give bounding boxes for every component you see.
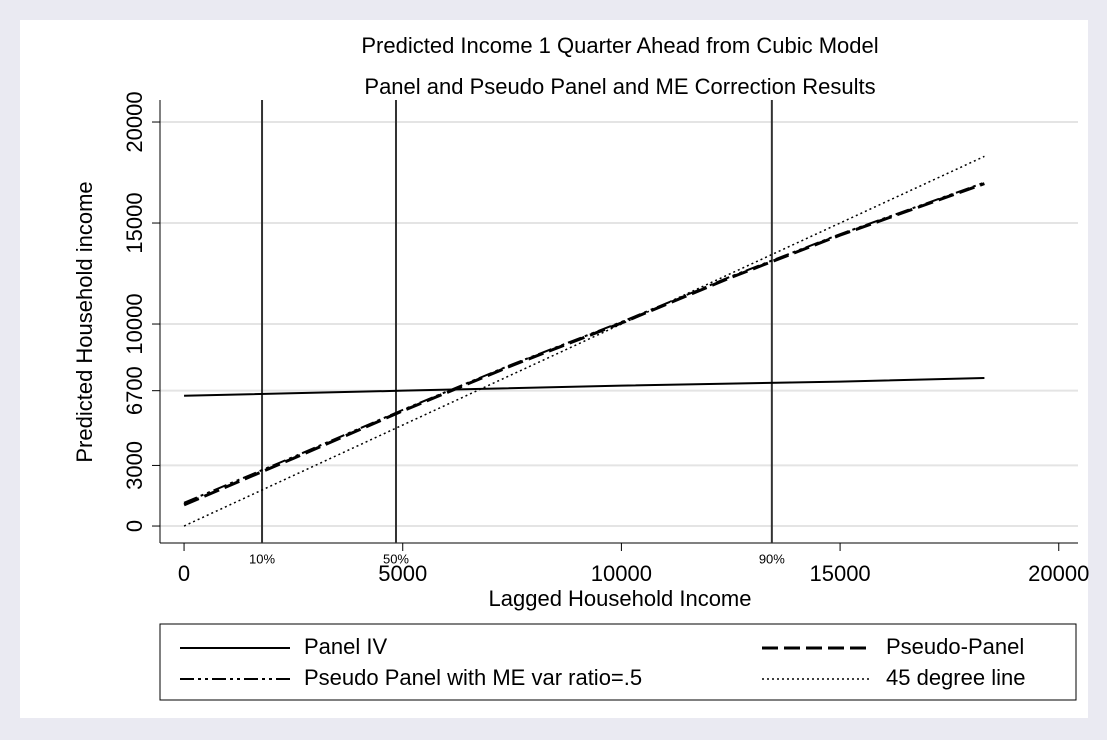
- legend-label: Pseudo Panel with ME var ratio=.5: [304, 665, 642, 690]
- x-tick-label: 15000: [809, 561, 870, 586]
- y-tick-label: 15000: [122, 192, 147, 253]
- legend-box: [159, 623, 1077, 701]
- legend-label: 45 degree line: [886, 665, 1025, 690]
- legend-label: Pseudo-Panel: [886, 634, 1024, 659]
- reference-label: 50%: [383, 551, 409, 566]
- chart-title: Predicted Income 1 Quarter Ahead from Cu…: [361, 33, 878, 58]
- x-tick-label: 20000: [1028, 561, 1089, 586]
- series-line: [183, 181, 985, 504]
- y-tick-label: 0: [122, 520, 147, 532]
- x-tick-label: 10000: [591, 561, 652, 586]
- y-tick-label: 3000: [122, 441, 147, 490]
- chart-title: Panel and Pseudo Panel and ME Correction…: [364, 74, 875, 99]
- reference-label: 10%: [249, 551, 275, 566]
- series-line: [184, 376, 985, 397]
- plot-area: [160, 100, 1078, 543]
- x-axis-label: Lagged Household Income: [489, 586, 752, 611]
- y-tick-label: 6700: [122, 366, 147, 415]
- y-axis-label: Predicted Household income: [72, 181, 97, 462]
- x-tick-label: 0: [178, 561, 190, 586]
- series-line: [183, 182, 985, 507]
- series-line: [183, 155, 985, 527]
- y-tick-label: 10000: [122, 293, 147, 354]
- y-tick-label: 20000: [122, 91, 147, 152]
- x-tick-label: 5000: [378, 561, 427, 586]
- reference-label: 90%: [759, 551, 785, 566]
- legend-label: Panel IV: [304, 634, 387, 659]
